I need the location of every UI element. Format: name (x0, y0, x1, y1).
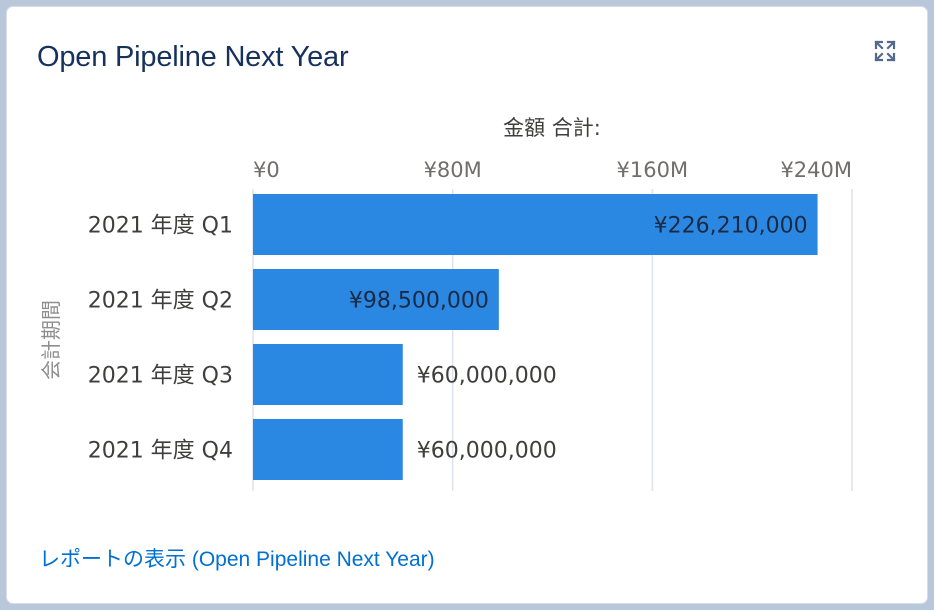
data-label: ¥226,210,000 (654, 214, 808, 239)
bar[interactable] (253, 344, 403, 405)
category-label: 2021 年度 Q3 (88, 364, 233, 389)
x-tick-label: ¥240M (780, 158, 852, 182)
bar[interactable] (253, 419, 403, 480)
view-report-link[interactable]: レポートの表示 (Open Pipeline Next Year) (39, 548, 435, 571)
x-tick-label: ¥80M (424, 158, 482, 182)
bar[interactable] (253, 194, 818, 255)
expand-icon (874, 40, 896, 62)
category-label: 2021 年度 Q1 (88, 214, 233, 239)
dashboard-card: Open Pipeline Next Year ¥0 ¥80M ¥160M ¥240M… (6, 6, 928, 604)
bar[interactable] (253, 269, 499, 330)
x-tick-label: ¥160M (617, 158, 689, 182)
expand-button[interactable] (873, 39, 897, 63)
category-label: 2021 年度 Q2 (88, 289, 233, 314)
data-label: ¥60,000,000 (417, 364, 557, 389)
data-label: ¥98,500,000 (349, 289, 489, 314)
y-axis-label: 会計期間 (39, 300, 63, 380)
data-label: ¥60,000,000 (417, 439, 557, 464)
x-axis-label: 金額 合計: (503, 116, 601, 140)
card-title: Open Pipeline Next Year (37, 41, 349, 73)
category-label: 2021 年度 Q4 (88, 439, 233, 464)
bar-chart: ¥0 ¥80M ¥160M ¥240M 金額 合計: 会計期間 2021 年度 Q1 ¥226… (39, 116, 853, 491)
x-tick-label: ¥0 (253, 158, 280, 182)
